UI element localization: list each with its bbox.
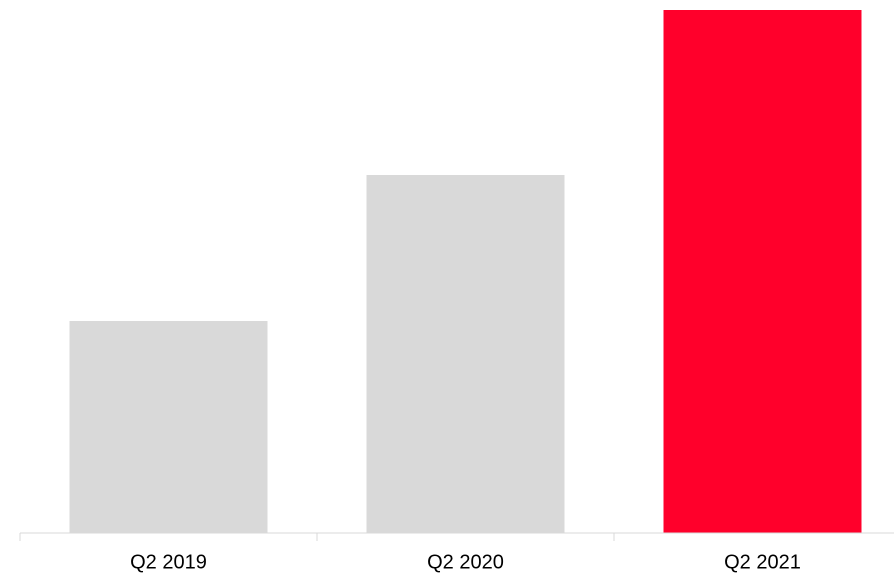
- bar: [366, 175, 565, 533]
- x-tick-label: Q2 2020: [427, 551, 504, 573]
- bar: [663, 10, 862, 533]
- x-tick-label: Q2 2021: [724, 551, 801, 573]
- x-tick-label: Q2 2019: [130, 551, 207, 573]
- bar: [69, 321, 268, 533]
